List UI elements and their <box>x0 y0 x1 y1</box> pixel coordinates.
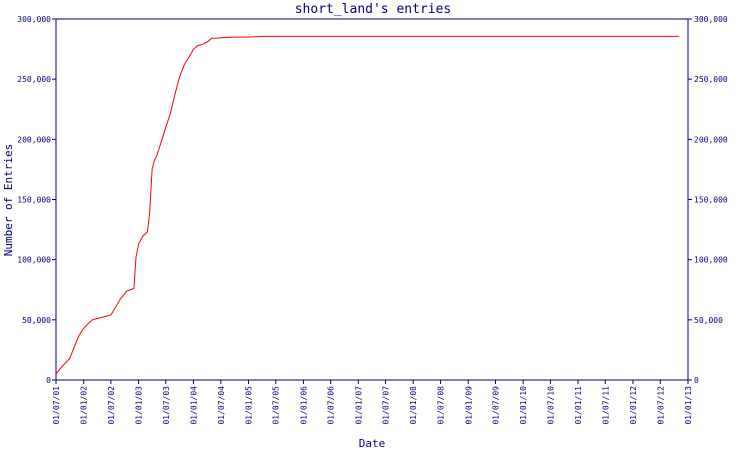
y-tick-label-left: 0 <box>46 376 51 385</box>
x-tick-label: 01/07/05 <box>272 386 281 425</box>
x-tick-label: 01/07/04 <box>217 386 226 425</box>
y-tick-label-right: 250,000 <box>694 75 728 84</box>
x-tick-label: 01/07/08 <box>437 386 446 425</box>
x-axis-label: Date <box>359 437 386 450</box>
chart-title: short_land's entries <box>295 2 452 17</box>
y-tick-label-left: 100,000 <box>17 256 51 265</box>
x-tick-label: 01/01/05 <box>245 386 254 425</box>
x-tick-label: 01/07/02 <box>107 386 116 425</box>
y-tick-label-left: 200,000 <box>17 135 51 144</box>
x-tick-label: 01/01/10 <box>519 386 528 425</box>
x-tick-label: 01/01/04 <box>189 386 198 425</box>
x-tick-label: 01/07/07 <box>382 386 391 425</box>
y-tick-label-right: 300,000 <box>694 15 728 24</box>
x-tick-label: 01/01/06 <box>299 386 308 425</box>
x-tick-label: 01/07/09 <box>491 386 500 425</box>
y-tick-label-right: 200,000 <box>694 135 728 144</box>
y-tick-label-left: 300,000 <box>17 15 51 24</box>
y-tick-label-left: 250,000 <box>17 75 51 84</box>
x-tick-label: 01/07/01 <box>52 386 61 425</box>
y-tick-label-left: 150,000 <box>17 196 51 205</box>
x-tick-label: 01/01/03 <box>135 386 144 425</box>
x-tick-label: 01/07/03 <box>162 386 171 425</box>
y-tick-label-right: 50,000 <box>694 316 723 325</box>
y-tick-label-left: 50,000 <box>22 316 51 325</box>
x-tick-label: 01/07/06 <box>327 386 336 425</box>
x-tick-label: 01/01/07 <box>354 386 363 425</box>
y-tick-label-right: 100,000 <box>694 256 728 265</box>
x-tick-label: 01/01/13 <box>684 386 693 425</box>
y-axis-label: Number of Entries <box>2 144 15 257</box>
x-tick-label: 01/01/12 <box>629 386 638 425</box>
x-tick-label: 01/07/12 <box>656 386 665 425</box>
x-tick-label: 01/01/02 <box>80 386 89 425</box>
series-line <box>55 35 679 375</box>
x-tick-label: 01/01/08 <box>409 386 418 425</box>
y-tick-label-right: 0 <box>694 376 699 385</box>
x-tick-label: 01/07/11 <box>601 386 610 425</box>
x-tick-label: 01/07/10 <box>546 386 555 425</box>
x-tick-label: 01/01/09 <box>464 386 473 425</box>
y-tick-label-right: 150,000 <box>694 196 728 205</box>
x-tick-label: 01/01/11 <box>574 386 583 425</box>
